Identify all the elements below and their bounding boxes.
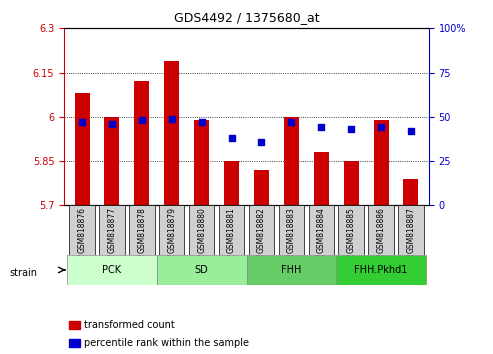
- Bar: [284, 117, 299, 205]
- Text: PCK: PCK: [103, 265, 121, 275]
- Point: [377, 125, 385, 130]
- Bar: [105, 117, 119, 205]
- Text: transformed count: transformed count: [84, 320, 175, 330]
- Text: GSM818877: GSM818877: [107, 207, 116, 262]
- Bar: [344, 161, 358, 205]
- Bar: [135, 81, 149, 205]
- Text: GSM818881: GSM818881: [227, 207, 236, 253]
- Point: [78, 119, 86, 125]
- Text: GSM818884: GSM818884: [317, 207, 326, 253]
- Text: GSM818879: GSM818879: [167, 207, 176, 262]
- FancyBboxPatch shape: [246, 255, 336, 285]
- Bar: [374, 120, 388, 205]
- Point: [108, 121, 116, 127]
- Point: [407, 128, 415, 134]
- Text: GDS4492 / 1375680_at: GDS4492 / 1375680_at: [174, 11, 319, 24]
- Bar: [74, 93, 90, 205]
- Text: GSM818880: GSM818880: [197, 207, 206, 253]
- FancyBboxPatch shape: [70, 205, 95, 255]
- FancyBboxPatch shape: [67, 255, 157, 285]
- Point: [347, 126, 355, 132]
- Text: strain: strain: [10, 268, 38, 278]
- Point: [198, 119, 206, 125]
- FancyBboxPatch shape: [279, 205, 304, 255]
- FancyBboxPatch shape: [157, 255, 246, 285]
- Text: FHH: FHH: [281, 265, 302, 275]
- Text: GSM818880: GSM818880: [197, 207, 206, 262]
- Point: [138, 118, 146, 123]
- Text: SD: SD: [195, 265, 209, 275]
- Bar: [164, 61, 179, 205]
- Point: [168, 116, 176, 121]
- Point: [287, 119, 295, 125]
- Bar: [314, 152, 329, 205]
- Text: GSM818885: GSM818885: [347, 207, 355, 253]
- Text: GSM818883: GSM818883: [287, 207, 296, 262]
- FancyBboxPatch shape: [368, 205, 394, 255]
- Text: GSM818878: GSM818878: [138, 207, 146, 253]
- Bar: [403, 179, 419, 205]
- FancyBboxPatch shape: [99, 205, 125, 255]
- FancyBboxPatch shape: [249, 205, 274, 255]
- Text: GSM818882: GSM818882: [257, 207, 266, 262]
- FancyBboxPatch shape: [336, 255, 426, 285]
- Text: GSM818883: GSM818883: [287, 207, 296, 253]
- Text: GSM818876: GSM818876: [77, 207, 87, 253]
- FancyBboxPatch shape: [309, 205, 334, 255]
- FancyBboxPatch shape: [159, 205, 184, 255]
- Text: GSM818876: GSM818876: [77, 207, 87, 262]
- Bar: [194, 120, 209, 205]
- Bar: [224, 161, 239, 205]
- Text: GSM818882: GSM818882: [257, 207, 266, 253]
- Point: [317, 125, 325, 130]
- Text: GSM818877: GSM818877: [107, 207, 116, 253]
- Point: [228, 135, 236, 141]
- Text: GSM818884: GSM818884: [317, 207, 326, 262]
- Bar: [254, 170, 269, 205]
- FancyBboxPatch shape: [189, 205, 214, 255]
- Text: FHH.Pkhd1: FHH.Pkhd1: [354, 265, 408, 275]
- Text: GSM818886: GSM818886: [377, 207, 386, 262]
- FancyBboxPatch shape: [339, 205, 364, 255]
- Text: GSM818886: GSM818886: [377, 207, 386, 253]
- FancyBboxPatch shape: [219, 205, 244, 255]
- Text: GSM818879: GSM818879: [167, 207, 176, 253]
- Text: GSM818887: GSM818887: [406, 207, 416, 253]
- Text: GSM818887: GSM818887: [406, 207, 416, 262]
- Point: [257, 139, 265, 144]
- FancyBboxPatch shape: [129, 205, 154, 255]
- Text: percentile rank within the sample: percentile rank within the sample: [84, 338, 249, 348]
- Text: GSM818881: GSM818881: [227, 207, 236, 262]
- Text: GSM818885: GSM818885: [347, 207, 355, 262]
- Text: GSM818878: GSM818878: [138, 207, 146, 262]
- FancyBboxPatch shape: [398, 205, 423, 255]
